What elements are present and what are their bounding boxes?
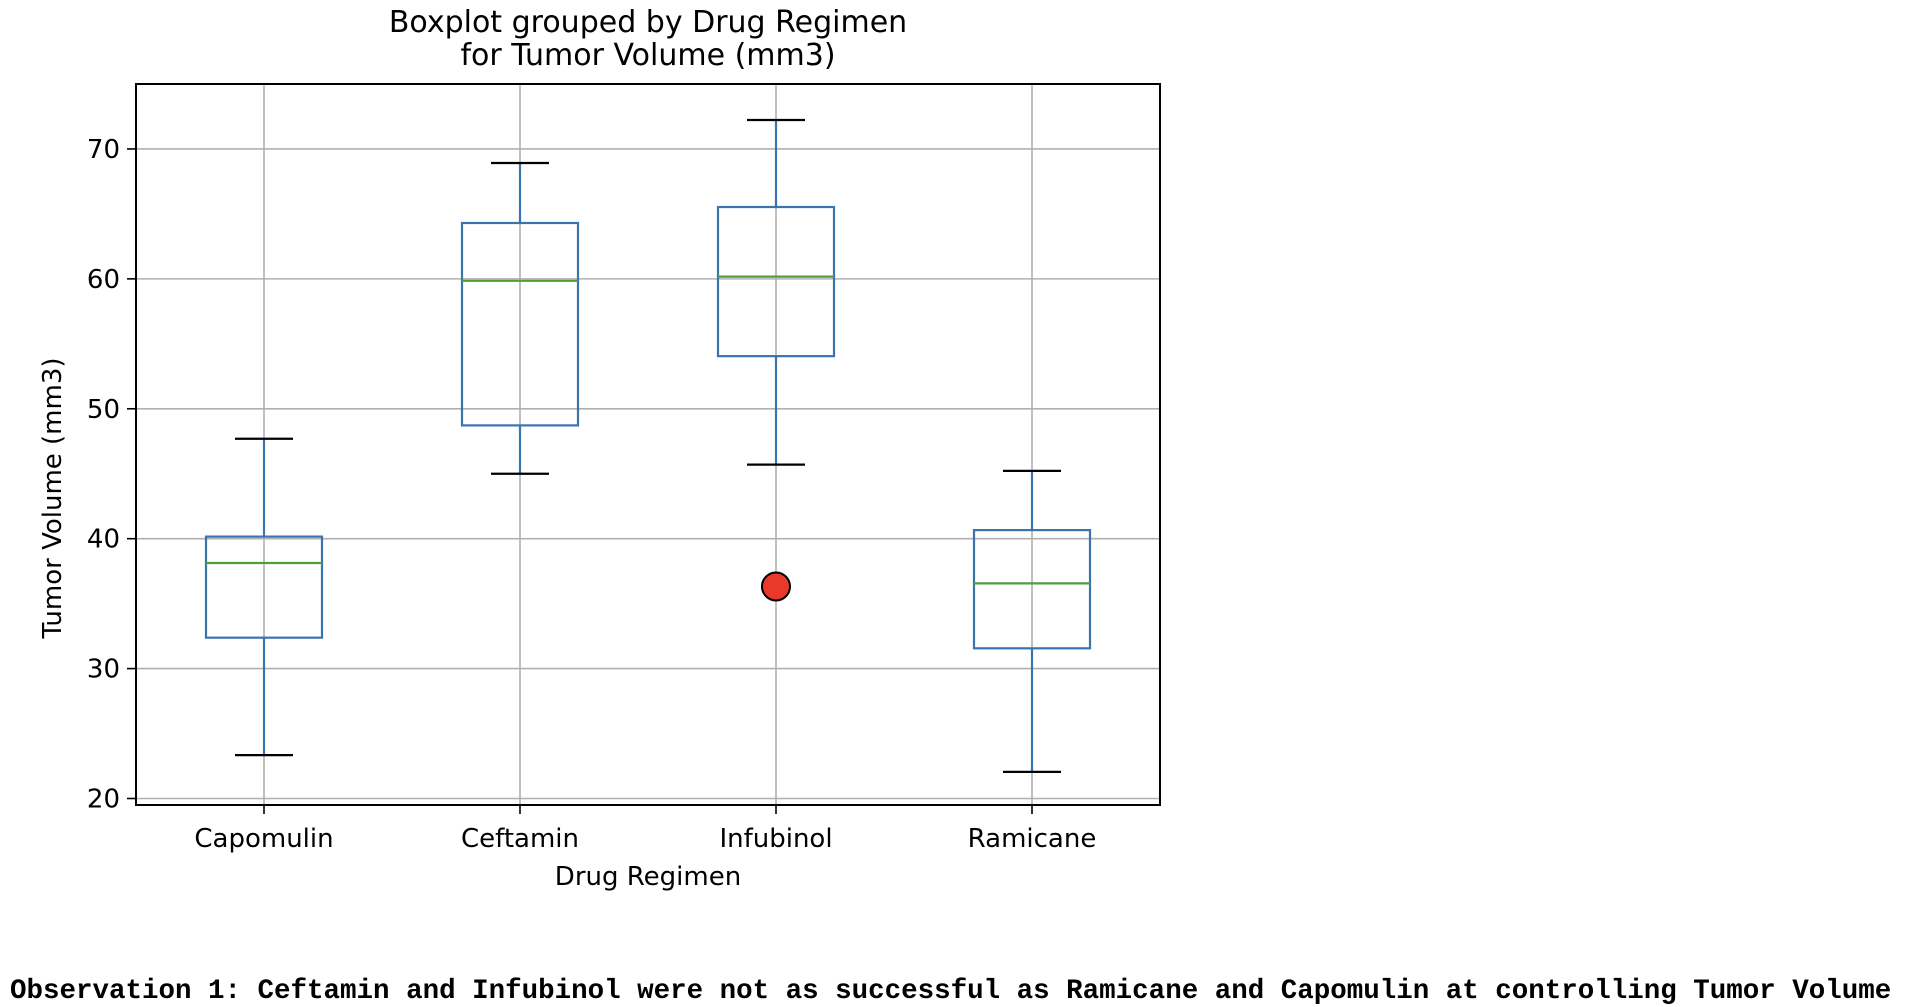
y-tick-label: 20 xyxy=(87,785,120,815)
y-tick-label: 30 xyxy=(87,655,120,685)
y-tick-label: 70 xyxy=(87,135,120,165)
x-axis-label: Drug Regimen xyxy=(555,862,741,892)
chart-title-line-1: Boxplot grouped by Drug Regimen xyxy=(389,5,907,40)
box-iqr xyxy=(972,529,1092,650)
y-tick-label: 50 xyxy=(87,395,120,425)
x-tick-label: Infubinol xyxy=(719,824,832,854)
x-axis-ticks: Capomulin Ceftamin Infubinol Ramicane xyxy=(194,805,1096,854)
box-group-ceftamin xyxy=(460,161,580,475)
x-tick-label: Ceftamin xyxy=(461,824,579,854)
x-tick-label: Ramicane xyxy=(968,824,1097,854)
plot-area-frame xyxy=(135,83,1161,806)
outlier-point xyxy=(761,571,791,602)
box-group-ramicane xyxy=(972,469,1092,773)
boxplot-chart: Boxplot grouped by Drug Regimen for Tumo… xyxy=(38,5,1161,892)
x-tick-label: Capomulin xyxy=(194,824,333,854)
boxes xyxy=(204,118,1092,773)
chart-title-line-2: for Tumor Volume (mm3) xyxy=(460,38,835,73)
box-group-capomulin xyxy=(204,437,324,757)
box-group-infubinol xyxy=(716,118,836,602)
box-iqr xyxy=(716,205,836,358)
y-tick-label: 60 xyxy=(87,265,120,295)
box-iqr xyxy=(204,535,324,639)
box-iqr xyxy=(460,221,580,427)
observation-note: Observation 1: Ceftamin and Infubinol we… xyxy=(10,976,1892,1007)
y-axis-ticks: 20 30 40 50 60 70 xyxy=(87,135,136,815)
y-tick-label: 40 xyxy=(87,525,120,555)
grid-lines xyxy=(136,84,1160,805)
y-axis-label: Tumor Volume (mm3) xyxy=(38,357,68,639)
